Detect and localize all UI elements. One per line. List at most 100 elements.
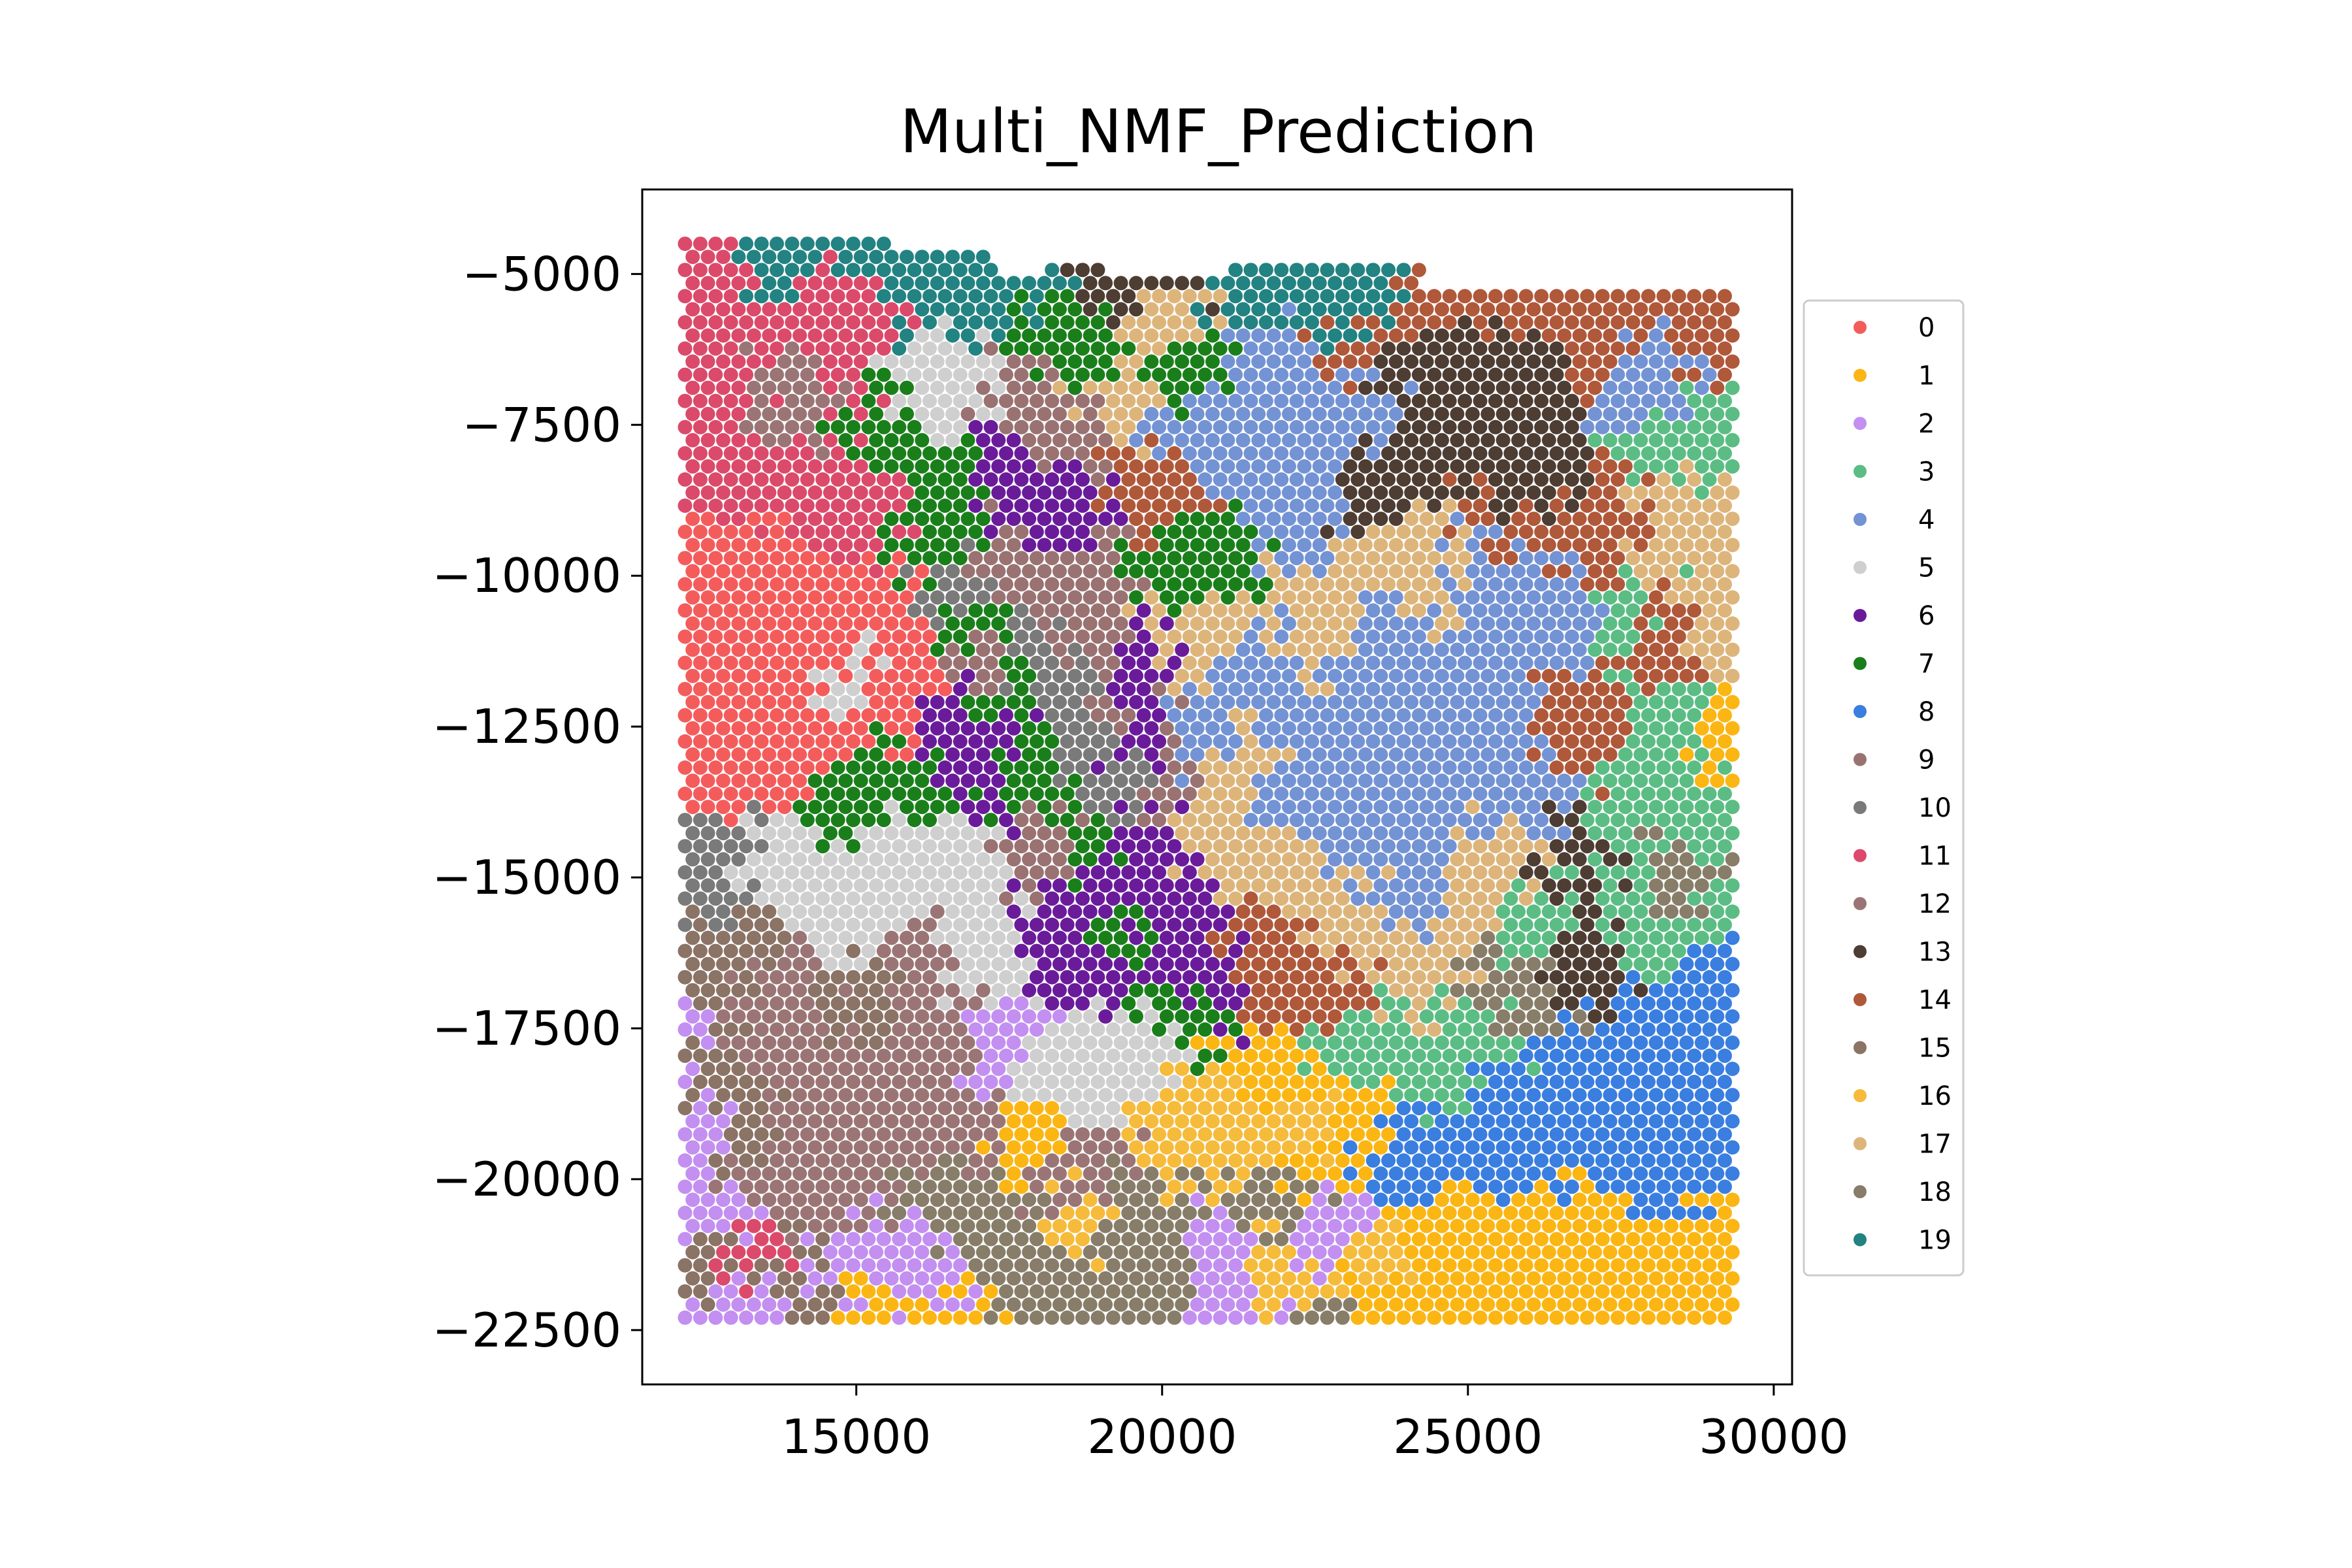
spot-cluster-0 <box>754 655 769 670</box>
spot-cluster-14 <box>1603 564 1618 579</box>
spot-cluster-1 <box>1373 1140 1388 1155</box>
spot-cluster-15 <box>716 1088 730 1103</box>
spot-cluster-17 <box>1388 930 1403 945</box>
spot-cluster-3 <box>1656 760 1671 775</box>
spot-cluster-5 <box>899 852 914 867</box>
spot-cluster-2 <box>723 1101 738 1116</box>
spot-cluster-4 <box>1404 747 1419 762</box>
spot-cluster-4 <box>1328 721 1343 736</box>
spot-cluster-11 <box>693 263 708 278</box>
spot-cluster-3 <box>1725 904 1740 919</box>
spot-cluster-8 <box>1725 1166 1740 1181</box>
spot-cluster-9 <box>1037 380 1052 395</box>
spot-cluster-4 <box>1465 721 1480 736</box>
spot-cluster-14 <box>1534 708 1549 723</box>
spot-cluster-3 <box>1595 629 1610 644</box>
spot-cluster-18 <box>1465 983 1480 998</box>
spot-cluster-7 <box>1129 983 1143 998</box>
spot-cluster-0 <box>716 747 730 762</box>
spot-cluster-17 <box>1297 668 1312 683</box>
spot-cluster-6 <box>1167 943 1182 958</box>
spot-cluster-12 <box>1029 1179 1044 1194</box>
spot-cluster-4 <box>1365 787 1380 801</box>
spot-cluster-3 <box>1358 1009 1373 1024</box>
spot-cluster-13 <box>1419 433 1434 448</box>
spot-cluster-12 <box>1098 1192 1113 1207</box>
spot-cluster-3 <box>1603 668 1618 683</box>
spot-cluster-13 <box>1588 878 1603 893</box>
spot-cluster-15 <box>723 1075 738 1089</box>
spot-cluster-19 <box>1365 263 1380 278</box>
spot-cluster-18 <box>1289 1179 1304 1194</box>
spot-cluster-11 <box>777 485 792 500</box>
spot-cluster-4 <box>1297 485 1312 500</box>
spot-cluster-16 <box>1228 1153 1243 1168</box>
spot-cluster-19 <box>1243 289 1258 304</box>
spot-cluster-6 <box>1083 485 1098 500</box>
spot-cluster-19 <box>899 276 914 291</box>
spot-cluster-4 <box>1343 668 1358 683</box>
spot-cluster-14 <box>1243 891 1258 906</box>
spot-cluster-5 <box>892 367 907 382</box>
spot-cluster-17 <box>1289 891 1304 906</box>
spot-cluster-14 <box>1274 917 1289 932</box>
spot-cluster-17 <box>1198 813 1213 828</box>
spot-cluster-11 <box>708 393 723 408</box>
spot-cluster-3 <box>1373 983 1388 998</box>
spot-cluster-9 <box>960 406 975 421</box>
spot-cluster-7 <box>1228 577 1243 592</box>
spot-cluster-13 <box>1572 956 1587 972</box>
spot-cluster-12 <box>754 367 769 382</box>
spot-cluster-4 <box>1381 813 1396 828</box>
spot-cluster-12 <box>953 996 968 1011</box>
spot-cluster-4 <box>1305 708 1320 723</box>
spot-cluster-16 <box>1144 1140 1159 1155</box>
spot-cluster-4 <box>1258 681 1273 696</box>
spot-cluster-17 <box>1718 577 1732 592</box>
spot-cluster-7 <box>1083 354 1098 369</box>
spot-cluster-3 <box>1694 694 1709 710</box>
spot-cluster-8 <box>1641 1022 1656 1037</box>
spot-cluster-6 <box>953 787 968 801</box>
spot-cluster-0 <box>876 577 891 592</box>
spot-cluster-3 <box>1450 1009 1465 1024</box>
spot-cluster-10 <box>945 590 960 605</box>
spot-cluster-19 <box>930 276 945 291</box>
spot-cluster-8 <box>1679 1088 1694 1103</box>
spot-cluster-4 <box>1373 747 1388 762</box>
spot-cluster-11 <box>876 472 891 487</box>
spot-cluster-4 <box>1694 380 1709 395</box>
spot-cluster-8 <box>1625 1075 1641 1089</box>
spot-cluster-5 <box>853 642 868 657</box>
spot-cluster-4 <box>1419 878 1434 893</box>
spot-cluster-3 <box>1458 1101 1473 1116</box>
spot-cluster-7 <box>1105 341 1120 356</box>
spot-cluster-17 <box>1136 289 1151 304</box>
spot-cluster-6 <box>1068 930 1083 945</box>
spot-cluster-14 <box>1105 446 1120 461</box>
spot-cluster-6 <box>1136 681 1151 696</box>
spot-cluster-16 <box>1182 1179 1197 1194</box>
spot-cluster-19 <box>876 289 891 304</box>
spot-cluster-18 <box>1175 1192 1190 1207</box>
spot-cluster-4 <box>1350 367 1365 382</box>
spot-cluster-4 <box>1419 668 1434 683</box>
spot-cluster-3 <box>1328 1062 1343 1076</box>
spot-cluster-6 <box>953 708 968 723</box>
spot-cluster-3 <box>1381 1022 1396 1037</box>
spot-cluster-12 <box>930 956 945 972</box>
spot-cluster-2 <box>975 1035 990 1050</box>
spot-cluster-4 <box>1526 826 1541 841</box>
spot-cluster-14 <box>1641 472 1656 487</box>
spot-cluster-18 <box>930 1192 945 1207</box>
spot-cluster-8 <box>1625 1022 1641 1037</box>
spot-cluster-11 <box>830 551 845 566</box>
spot-cluster-14 <box>1266 1009 1281 1024</box>
spot-cluster-11 <box>869 302 884 317</box>
spot-cluster-4 <box>1343 433 1358 448</box>
spot-cluster-19 <box>930 302 945 317</box>
spot-cluster-3 <box>1633 852 1648 867</box>
spot-cluster-5 <box>938 970 953 985</box>
spot-cluster-2 <box>1365 1205 1380 1220</box>
spot-cluster-8 <box>1534 1153 1549 1168</box>
